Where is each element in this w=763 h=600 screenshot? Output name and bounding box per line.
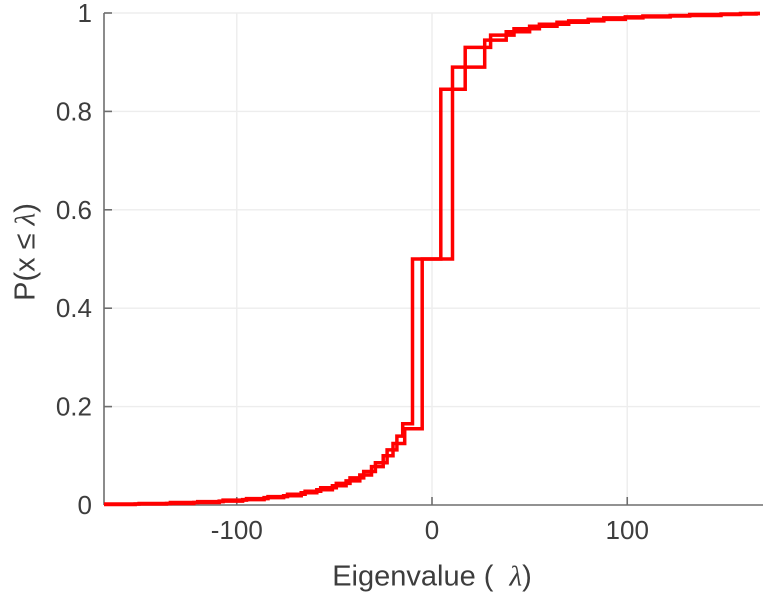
y-tick-label: 1 xyxy=(78,0,92,28)
y-tick-label: 0.2 xyxy=(56,392,92,422)
x-tick-label: -100 xyxy=(211,515,263,545)
x-tick-label: 100 xyxy=(606,515,649,545)
ecdf-curve-2 xyxy=(104,11,760,507)
y-tick-label: 0 xyxy=(78,490,92,520)
y-tick-label: 0.8 xyxy=(56,96,92,126)
x-axis-label: Eigenvalue ( λ) xyxy=(332,560,532,593)
y-tick-label: 0.4 xyxy=(56,293,92,323)
y-axis-label: P(x ≤ λ) xyxy=(9,203,42,301)
x-tick-label: 0 xyxy=(425,515,439,545)
y-tick-label: 0.6 xyxy=(56,195,92,225)
